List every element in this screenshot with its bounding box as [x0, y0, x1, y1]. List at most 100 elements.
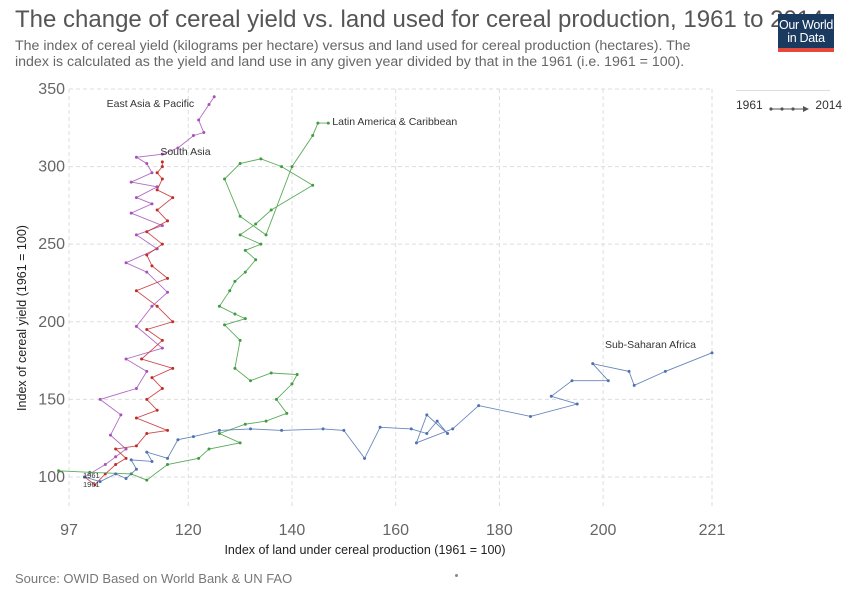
- legend-start-year: 1961: [736, 98, 763, 112]
- data-point-sub-saharan-africa-8: [166, 456, 170, 460]
- series-latin-america-caribbean: [57, 121, 330, 482]
- series-label-sub-saharan-africa: Sub-Saharan Africa: [605, 339, 696, 351]
- logo-line-1: Our World: [778, 18, 834, 32]
- data-point-sub-saharan-africa-26: [529, 414, 533, 418]
- data-point-latin-america-caribbean-40: [311, 134, 315, 138]
- y-axis-label: Index of cereal yield (1961 = 100): [15, 225, 29, 411]
- data-point-sub-saharan-africa-19: [425, 432, 429, 436]
- data-point-latin-america-caribbean-1: [88, 470, 92, 474]
- data-point-east-asia-pacific-9: [124, 357, 128, 361]
- series-label-latin-america-caribbean: Latin America & Caribbean: [332, 116, 457, 128]
- data-point-latin-america-caribbean-10: [264, 419, 268, 423]
- data-point-east-asia-pacific-13: [166, 290, 170, 294]
- data-point-latin-america-caribbean-5: [197, 456, 201, 460]
- data-point-south-asia-15: [140, 357, 144, 361]
- data-point-south-asia-29: [155, 188, 159, 192]
- data-point-east-asia-pacific-10: [160, 346, 164, 350]
- data-point-east-asia-pacific-8: [145, 369, 149, 373]
- data-point-sub-saharan-africa-31: [591, 362, 595, 366]
- data-point-east-asia-pacific-5: [119, 413, 123, 417]
- data-point-south-asia-28: [171, 196, 175, 200]
- data-point-latin-america-caribbean-39: [290, 165, 294, 169]
- data-point-latin-america-caribbean-32: [311, 183, 315, 187]
- data-point-sub-saharan-africa-5: [129, 458, 133, 462]
- x-tick-label-140: 140: [279, 522, 306, 539]
- chart-subtitle: The index of cereal yield (kilograms per…: [15, 38, 691, 70]
- x-tick-label-200: 200: [590, 522, 617, 539]
- data-point-latin-america-caribbean-29: [238, 233, 242, 237]
- data-point-latin-america-caribbean-42: [326, 121, 330, 125]
- data-point-south-asia-3: [114, 463, 118, 467]
- data-point-sub-saharan-africa-4: [134, 467, 138, 471]
- data-point-sub-saharan-africa-7: [145, 450, 149, 454]
- data-point-sub-saharan-africa-21: [446, 432, 450, 436]
- start-marker-1: 1961: [83, 480, 100, 489]
- data-point-east-asia-pacific-23: [129, 180, 133, 184]
- data-point-east-asia-pacific-28: [176, 146, 180, 150]
- data-point-east-asia-pacific-12: [150, 304, 154, 308]
- data-point-south-asia-17: [145, 328, 149, 332]
- data-point-sub-saharan-africa-27: [575, 402, 579, 406]
- data-point-latin-america-caribbean-13: [290, 382, 294, 386]
- data-point-sub-saharan-africa-35: [710, 351, 714, 355]
- data-point-east-asia-pacific-14: [145, 270, 149, 274]
- data-point-sub-saharan-africa-23: [414, 441, 418, 445]
- data-point-sub-saharan-africa-10: [191, 435, 195, 439]
- data-point-east-asia-pacific-26: [134, 155, 138, 159]
- owid-logo[interactable]: Our World in Data: [778, 14, 834, 52]
- x-tick-label-221: 221: [699, 522, 726, 539]
- data-point-east-asia-pacific-20: [150, 202, 154, 206]
- data-point-east-asia-pacific-3: [124, 447, 128, 451]
- data-point-sub-saharan-africa-20: [435, 419, 439, 423]
- data-point-south-asia-25: [145, 230, 149, 234]
- data-point-east-asia-pacific-27: [160, 152, 164, 156]
- data-point-south-asia-13: [150, 376, 154, 380]
- series-label-south-asia: South Asia: [160, 146, 210, 158]
- data-point-sub-saharan-africa-1: [98, 480, 102, 484]
- x-tick-label-97: 97: [60, 522, 78, 539]
- data-point-latin-america-caribbean-20: [243, 317, 247, 321]
- data-point-east-asia-pacific-11: [134, 324, 138, 328]
- data-point-latin-america-caribbean-15: [269, 371, 273, 375]
- chart-title: The change of cereal yield vs. land used…: [15, 6, 824, 33]
- data-point-sub-saharan-africa-33: [632, 383, 636, 387]
- data-point-sub-saharan-africa-2: [114, 472, 118, 476]
- data-point-latin-america-caribbean-23: [228, 289, 232, 293]
- data-point-latin-america-caribbean-19: [223, 323, 227, 327]
- data-point-east-asia-pacific-15: [124, 261, 128, 265]
- data-point-east-asia-pacific-4: [108, 433, 112, 437]
- start-marker-0: 1961: [83, 471, 100, 480]
- data-point-south-asia-10: [155, 408, 159, 412]
- data-point-south-asia-5: [114, 447, 118, 451]
- y-tick-label-200: 200: [38, 314, 65, 331]
- data-point-south-asia-8: [166, 428, 170, 432]
- data-point-latin-america-caribbean-11: [285, 411, 289, 415]
- data-point-latin-america-caribbean-18: [238, 338, 242, 342]
- data-point-south-asia-19: [155, 304, 159, 308]
- data-point-latin-america-caribbean-3: [145, 478, 149, 482]
- legend-divider: [736, 90, 830, 91]
- data-point-latin-america-caribbean-28: [259, 242, 263, 246]
- data-point-south-asia-9: [134, 416, 138, 420]
- y-tick-label-150: 150: [38, 391, 65, 408]
- data-point-east-asia-pacific-18: [160, 224, 164, 228]
- data-point-south-asia-33: [160, 160, 164, 164]
- logo-line-2: in Data: [787, 31, 825, 45]
- series-label-east-asia-pacific: East Asia & Pacific: [107, 98, 195, 110]
- data-point-sub-saharan-africa-9: [176, 438, 180, 442]
- data-point-sub-saharan-africa-3: [124, 477, 128, 481]
- data-point-latin-america-caribbean-22: [217, 304, 221, 308]
- data-point-latin-america-caribbean-7: [238, 441, 242, 445]
- data-point-sub-saharan-africa-16: [363, 456, 367, 460]
- time-legend[interactable]: 1961 2014: [736, 98, 842, 112]
- data-point-sub-saharan-africa-32: [627, 369, 631, 373]
- data-point-sub-saharan-africa-34: [663, 369, 667, 373]
- data-point-east-asia-pacific-7: [134, 387, 138, 391]
- data-point-sub-saharan-africa-30: [606, 379, 610, 383]
- data-point-east-asia-pacific-32: [207, 103, 211, 107]
- series-sub-saharan-africa: [83, 351, 714, 484]
- data-point-sub-saharan-africa-29: [570, 379, 574, 383]
- data-point-south-asia-16: [160, 338, 164, 342]
- data-point-latin-america-caribbean-30: [254, 222, 258, 226]
